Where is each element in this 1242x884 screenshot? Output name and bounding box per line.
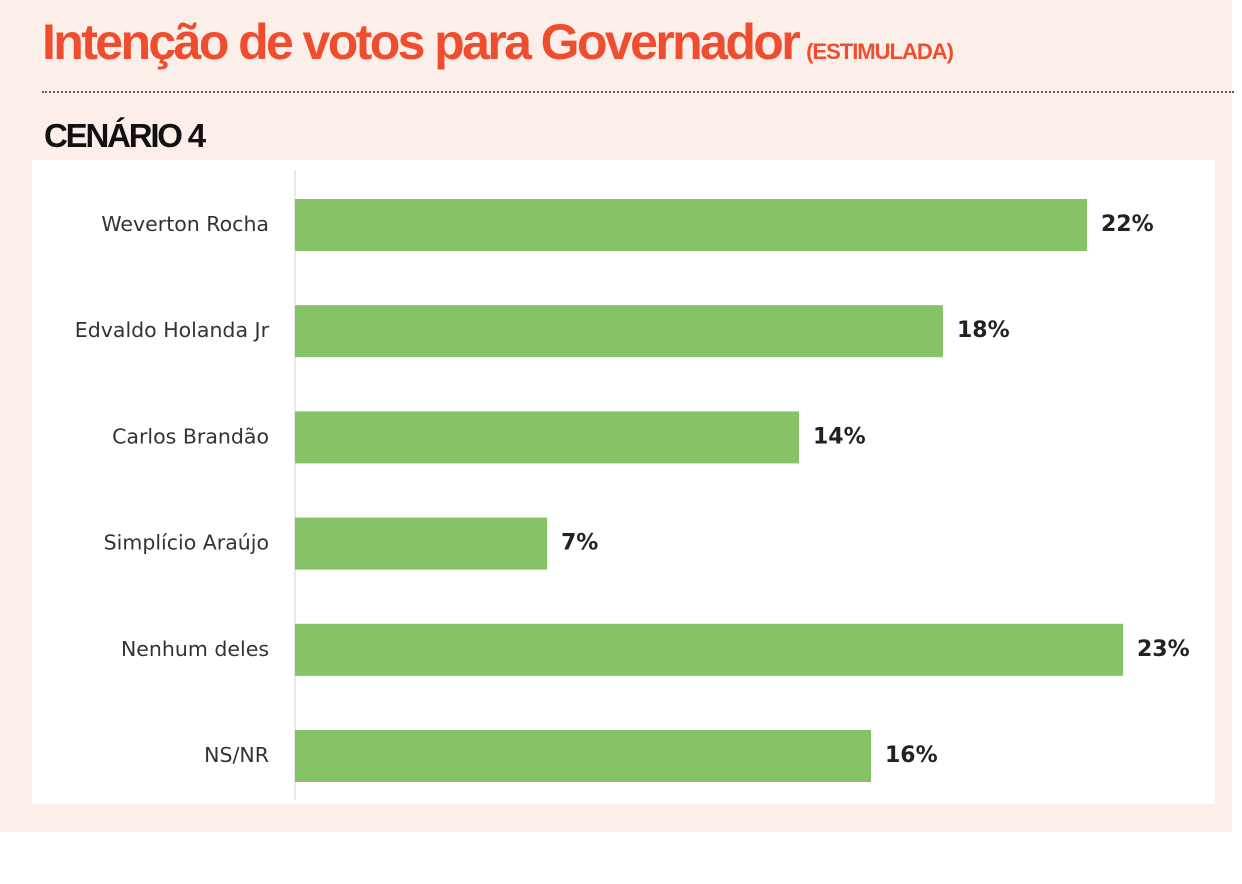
chart-title-text: Intenção de votos para Governador bbox=[42, 14, 801, 70]
bar bbox=[295, 411, 799, 464]
data-label: 16% bbox=[885, 743, 938, 768]
bar bbox=[295, 199, 1087, 251]
data-label: 14% bbox=[813, 424, 866, 449]
category-label: Nenhum deles bbox=[121, 637, 269, 661]
chart-panel: Intenção de votos para Governador (ESTIMU… bbox=[0, 0, 1234, 832]
category-label: Carlos Brandão bbox=[112, 424, 269, 448]
dotted-divider bbox=[42, 91, 1234, 93]
category-label: Weverton Rocha bbox=[101, 212, 269, 236]
category-label: Simplício Araújo bbox=[104, 531, 269, 555]
data-label: 18% bbox=[957, 318, 1010, 343]
bar bbox=[295, 730, 871, 782]
bar bbox=[295, 305, 943, 358]
chart-subtitle: (ESTIMULADA) bbox=[806, 39, 954, 64]
plot-area: Weverton Rocha 22% Edvaldo Holanda Jr 18% Ca… bbox=[32, 160, 1215, 804]
bar bbox=[295, 517, 547, 570]
category-label: Edvaldo Holanda Jr bbox=[75, 318, 270, 342]
bar-chart: Weverton Rocha 22% Edvaldo Holanda Jr 18% Ca… bbox=[75, 170, 1190, 800]
chart-title: Intenção de votos para Governador (ESTIMU… bbox=[42, 6, 954, 88]
data-label: 7% bbox=[561, 531, 598, 556]
category-label: NS/NR bbox=[204, 743, 269, 767]
bar bbox=[295, 623, 1123, 676]
data-label: 22% bbox=[1101, 212, 1154, 237]
scenario-heading: CENÁRIO 4 bbox=[44, 117, 206, 154]
data-label: 23% bbox=[1137, 637, 1190, 662]
